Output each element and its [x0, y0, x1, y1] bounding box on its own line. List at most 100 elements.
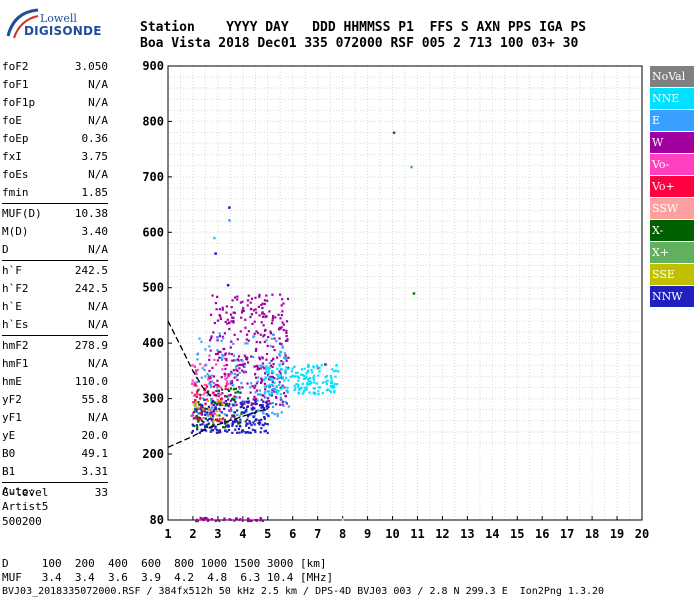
echo-point [200, 413, 203, 416]
echo-point [263, 367, 266, 370]
echo-point [223, 422, 227, 425]
param-value: N/A [88, 114, 108, 127]
echo-point [243, 362, 246, 365]
echo-point [230, 370, 233, 373]
echo-point [199, 363, 202, 366]
echo-point [246, 299, 250, 302]
legend-item-x: X+ [650, 242, 694, 263]
echo-point [297, 376, 300, 379]
echo-point [197, 352, 200, 355]
echo-point [264, 376, 267, 379]
echo-point [263, 385, 266, 388]
echo-point [259, 404, 262, 407]
echo-point [317, 390, 320, 393]
echo-point [271, 317, 274, 320]
isolated-echo-point [228, 206, 231, 209]
echo-point [206, 399, 209, 403]
echo-point [214, 401, 217, 404]
echo-point [294, 375, 297, 378]
echo-point [223, 418, 227, 421]
echo-point [232, 369, 236, 372]
param-label: h`F [2, 264, 22, 277]
x-tick-label: 10 [385, 527, 399, 541]
echo-point [233, 415, 236, 418]
echo-point [206, 413, 209, 417]
echo-point [255, 410, 258, 413]
echo-point [236, 390, 239, 393]
echo-point [203, 364, 206, 367]
param-label: foEs [2, 168, 29, 181]
echo-point [260, 418, 263, 421]
echo-point [218, 519, 221, 523]
param-label: fxI [2, 150, 22, 163]
echo-point [212, 400, 215, 403]
echo-point [263, 379, 266, 382]
echo-point [245, 338, 248, 341]
param-separator [2, 335, 108, 336]
echo-point [232, 320, 235, 323]
echo-point [236, 369, 239, 372]
echo-point [239, 418, 242, 421]
echo-point [209, 430, 212, 433]
echo-point [193, 403, 196, 407]
param-value: 242.5 [74, 264, 108, 277]
echo-point [286, 367, 289, 370]
echo-point [235, 368, 238, 371]
echo-point [261, 356, 264, 359]
echo-point [329, 374, 332, 377]
echo-point [193, 371, 196, 374]
param-row: C-level 33 [2, 484, 108, 502]
legend-item-noval: NoVal [650, 66, 694, 87]
echo-point [194, 369, 198, 372]
echo-point [253, 332, 256, 335]
echo-point [198, 403, 201, 406]
legend-item-nne: NNE [650, 88, 694, 109]
auto-version: 500200 [2, 515, 42, 528]
echo-point [259, 431, 262, 434]
param-value: N/A [88, 411, 108, 424]
echo-point [312, 387, 315, 390]
x-tick-label: 7 [314, 527, 321, 541]
echo-point [239, 425, 242, 428]
echo-point [254, 430, 257, 434]
echo-point [263, 417, 266, 420]
echo-point [260, 398, 263, 401]
echo-point [197, 401, 200, 404]
param-row: fxI 3.75 [2, 148, 108, 166]
echo-point [220, 356, 223, 359]
echo-point [280, 304, 283, 307]
echo-point [228, 321, 231, 324]
echo-point [210, 313, 213, 316]
echo-point [284, 370, 287, 373]
logo-arc-icon [6, 8, 39, 39]
echo-point [226, 421, 229, 424]
echo-point [206, 372, 209, 376]
echo-point [310, 381, 313, 384]
echo-point [226, 318, 229, 321]
echo-point [195, 384, 198, 388]
echo-point [196, 393, 200, 396]
echo-point [298, 388, 301, 391]
echo-point [270, 375, 273, 378]
legend-item-w: W [650, 132, 694, 153]
echo-point [253, 395, 256, 398]
echo-point [242, 371, 246, 374]
echo-point [228, 389, 231, 392]
echo-point [228, 409, 231, 412]
echo-point [268, 366, 271, 369]
echo-point [259, 341, 262, 344]
echo-point [235, 375, 238, 378]
echo-point [239, 330, 242, 333]
echo-point [219, 317, 222, 320]
echo-point [209, 337, 213, 340]
echo-point [204, 387, 207, 390]
echo-point [245, 424, 248, 427]
echo-point [207, 378, 210, 381]
isolated-echo-point [392, 131, 396, 135]
echo-point [272, 384, 275, 387]
echo-point [234, 395, 237, 398]
echo-point [227, 398, 230, 401]
echo-point [256, 409, 259, 412]
echo-point [286, 338, 289, 341]
echo-point [218, 414, 221, 417]
